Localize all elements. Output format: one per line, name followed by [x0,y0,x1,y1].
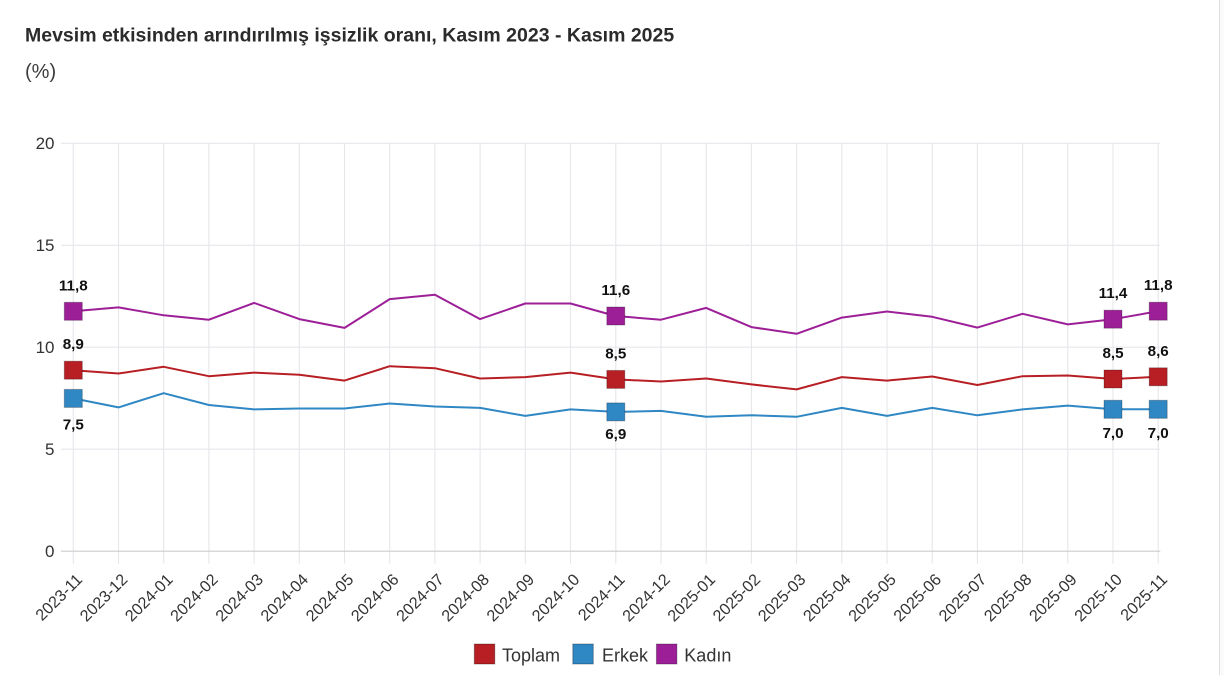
svg-text:15: 15 [36,236,55,255]
svg-text:20: 20 [36,134,55,153]
svg-text:8,6: 8,6 [1148,343,1169,360]
svg-text:11,4: 11,4 [1099,285,1128,302]
svg-text:8,5: 8,5 [605,345,627,362]
svg-text:7,0: 7,0 [1102,425,1123,442]
svg-text:5: 5 [45,440,54,459]
svg-text:11,6: 11,6 [601,282,630,299]
svg-text:7,0: 7,0 [1148,425,1169,442]
svg-text:10: 10 [36,338,55,357]
svg-text:6,9: 6,9 [605,426,626,443]
svg-text:11,8: 11,8 [1144,277,1173,294]
svg-text:11,8: 11,8 [59,277,88,294]
svg-text:8,5: 8,5 [1102,345,1124,362]
svg-text:8,9: 8,9 [63,336,84,353]
svg-text:Kadın: Kadın [684,646,731,666]
svg-text:Erkek: Erkek [602,646,649,666]
svg-text:7,5: 7,5 [63,416,85,433]
svg-text:(%): (%) [25,61,56,83]
svg-text:Toplam: Toplam [502,646,560,666]
svg-text:Mevsim etkisinden arındırılmış: Mevsim etkisinden arındırılmış işsizlik … [25,25,674,47]
svg-text:0: 0 [45,542,54,561]
